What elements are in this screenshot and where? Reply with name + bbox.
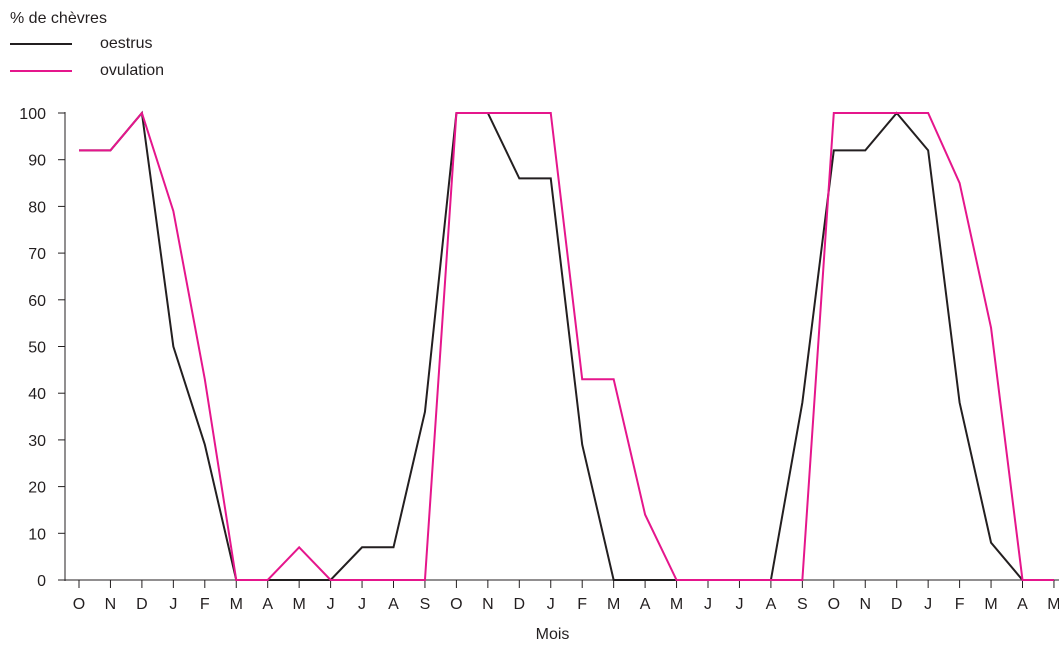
x-tick-label: A bbox=[766, 596, 777, 613]
y-tick-label: 80 bbox=[28, 199, 46, 216]
y-axis-title: % de chèvres bbox=[10, 10, 107, 27]
x-axis-title-text: Mois bbox=[535, 626, 570, 643]
x-tick-label: D bbox=[891, 596, 903, 613]
x-tick-label: F bbox=[955, 596, 965, 613]
x-tick-label: M bbox=[607, 596, 620, 613]
legend-label-oestrus: oestrus bbox=[100, 35, 153, 52]
x-tick-label: J bbox=[704, 596, 712, 613]
x-tick-label: J bbox=[169, 596, 177, 613]
x-tick-label: J bbox=[327, 596, 335, 613]
x-tick-label: M bbox=[1047, 596, 1059, 613]
x-tick-label: A bbox=[262, 596, 273, 613]
x-tick-label: O bbox=[73, 596, 85, 613]
x-tick-label: S bbox=[420, 596, 431, 613]
x-tick-label: F bbox=[200, 596, 210, 613]
x-tick-label: J bbox=[924, 596, 932, 613]
x-tick-label: A bbox=[388, 596, 399, 613]
y-tick-label: 70 bbox=[28, 246, 46, 263]
series-line-ovulation bbox=[79, 110, 1054, 581]
legend-swatch-oestrus bbox=[10, 43, 72, 45]
legend-label-ovulation: ovulation bbox=[100, 62, 165, 79]
x-tick-label: J bbox=[358, 596, 366, 613]
x-tick-label: A bbox=[640, 596, 651, 613]
y-tick-label: 50 bbox=[28, 340, 46, 357]
y-tick-label: 90 bbox=[28, 153, 46, 170]
y-tick-label: 100 bbox=[19, 106, 46, 123]
y-tick-label: 60 bbox=[28, 293, 46, 310]
x-tick-label: O bbox=[828, 596, 840, 613]
x-tick-label: D bbox=[514, 596, 526, 613]
legend-item-ovulation: ovulation bbox=[10, 61, 164, 81]
x-tick-label: N bbox=[105, 596, 117, 613]
x-tick-label: S bbox=[797, 596, 808, 613]
x-tick-label: M bbox=[230, 596, 243, 613]
x-tick-label: J bbox=[547, 596, 555, 613]
x-tick-label: N bbox=[859, 596, 871, 613]
x-tick-label: D bbox=[136, 596, 148, 613]
y-tick-label: 30 bbox=[28, 433, 46, 450]
x-tick-label: N bbox=[482, 596, 494, 613]
legend-swatch-ovulation bbox=[10, 70, 72, 72]
x-tick-label: A bbox=[1017, 596, 1028, 613]
y-tick-label: 40 bbox=[28, 386, 46, 403]
y-tick-label: 10 bbox=[28, 526, 46, 543]
legend-item-oestrus: oestrus bbox=[10, 34, 152, 54]
y-tick-label: 20 bbox=[28, 480, 46, 497]
y-tick-label: 0 bbox=[37, 573, 46, 590]
x-axis-title: Mois bbox=[0, 626, 1059, 644]
x-tick-label: M bbox=[670, 596, 683, 613]
x-tick-label: F bbox=[577, 596, 587, 613]
x-tick-label: M bbox=[292, 596, 305, 613]
x-tick-label: O bbox=[450, 596, 462, 613]
x-tick-label: J bbox=[735, 596, 743, 613]
x-tick-label: M bbox=[984, 596, 997, 613]
